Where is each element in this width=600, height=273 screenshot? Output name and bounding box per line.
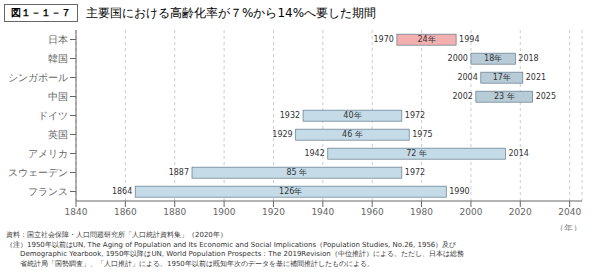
svg-text:1929: 1929 [272, 130, 292, 139]
html-text:主要国における高齢化率が７%から14%へ要した期間: 主要国における高齢化率が７%から14%へ要した期間 [86, 5, 377, 20]
svg-text:40年: 40年 [343, 111, 361, 120]
svg-text:17年: 17年 [493, 73, 511, 82]
svg-text:韓国: 韓国 [48, 53, 68, 64]
svg-text:1975: 1975 [412, 130, 432, 139]
svg-text:スウェーデン: スウェーデン [8, 167, 68, 178]
html-text:（注）1950年以前はUN, The Aging of Po: （注）1950年以前はUN, The Aging of Population a… [6, 240, 457, 249]
svg-text:1887: 1887 [169, 168, 189, 177]
svg-text:2014: 2014 [508, 149, 528, 158]
svg-text:85 年: 85 年 [287, 168, 308, 177]
svg-text:1860: 1860 [114, 207, 137, 217]
svg-text:1972: 1972 [405, 111, 425, 120]
svg-text:2020: 2020 [509, 207, 532, 217]
svg-text:46 年: 46 年 [342, 130, 363, 139]
svg-text:英国: 英国 [48, 129, 68, 140]
svg-text:2025: 2025 [536, 92, 556, 101]
html-text:省統計局「国勢調査」、「人口推計」による。1950年以前は既: 省統計局「国勢調査」、「人口推計」による。1950年以前は既知年次のデータを基に… [6, 259, 374, 268]
svg-text:中国: 中国 [48, 91, 68, 102]
svg-text:2000: 2000 [448, 54, 468, 63]
svg-text:（年）: （年） [555, 223, 582, 231]
svg-text:1970: 1970 [374, 35, 394, 44]
svg-text:1864: 1864 [112, 187, 132, 196]
svg-text:2000: 2000 [459, 207, 482, 217]
svg-text:アメリカ: アメリカ [28, 148, 68, 159]
svg-text:1972: 1972 [405, 168, 425, 177]
svg-text:1994: 1994 [459, 35, 479, 44]
svg-text:1960: 1960 [361, 207, 384, 217]
svg-text:126年: 126年 [279, 187, 302, 196]
svg-text:1940: 1940 [311, 207, 334, 217]
svg-text:1840: 1840 [65, 207, 88, 217]
svg-text:2021: 2021 [526, 73, 546, 82]
svg-text:2002: 2002 [453, 92, 473, 101]
html-text:Demographic Yearbook, 1950年以降は: Demographic Yearbook, 1950年以降はUN, World … [6, 250, 464, 258]
svg-text:24年: 24年 [417, 35, 435, 44]
svg-text:ドイツ: ドイツ [38, 110, 68, 121]
svg-text:2004: 2004 [457, 73, 477, 82]
html-text:資料：国立社会保障・人口問題研究所「人口統計資料集」（202: 資料：国立社会保障・人口問題研究所「人口統計資料集」（2020年） [6, 231, 227, 239]
svg-text:23 年: 23 年 [494, 92, 515, 101]
html-text:図１－１－７: 図１－１－７ [11, 7, 71, 18]
svg-text:日本: 日本 [48, 34, 68, 45]
svg-text:1990: 1990 [449, 187, 469, 196]
svg-text:2018: 2018 [518, 54, 538, 63]
svg-text:1980: 1980 [410, 207, 433, 217]
svg-text:シンガポール: シンガポール [8, 72, 68, 83]
svg-text:1880: 1880 [163, 207, 186, 217]
svg-text:1932: 1932 [280, 111, 300, 120]
svg-text:1920: 1920 [262, 207, 285, 217]
svg-text:1942: 1942 [304, 149, 324, 158]
svg-text:2040: 2040 [558, 207, 581, 217]
svg-text:フランス: フランス [28, 186, 68, 197]
svg-text:1900: 1900 [213, 207, 236, 217]
svg-text:72 年: 72 年 [406, 149, 427, 158]
svg-text:18年: 18年 [484, 54, 502, 63]
